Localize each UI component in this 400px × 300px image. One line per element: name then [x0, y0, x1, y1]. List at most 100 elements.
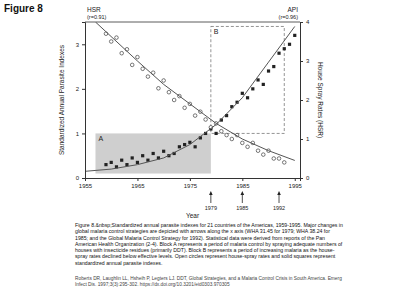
data-point: [251, 87, 254, 90]
tick: 3: [76, 42, 85, 48]
data-point: [282, 161, 286, 165]
tick-label: 4: [306, 19, 310, 25]
data-point: [261, 153, 265, 157]
data-point: [120, 51, 124, 55]
data-point: [220, 129, 224, 133]
y2-axis-title: House Spray Rates (HSR): [316, 62, 324, 138]
annotation: (r=0.91): [87, 14, 107, 20]
data-point: [172, 98, 176, 102]
tick-label: 3: [76, 42, 80, 48]
x-axis-title: Year: [186, 212, 200, 219]
data-point: [131, 156, 134, 159]
data-point: [277, 157, 281, 161]
fit-line: [95, 22, 294, 160]
event-label: 1992: [273, 205, 285, 211]
x-axis: 1955 1965 1975 1985 1995: [79, 178, 303, 189]
data-point: [214, 132, 217, 135]
data-point: [167, 90, 171, 94]
y2-axis: 0 1 2 3 4: [300, 19, 310, 181]
chart: AB19551965197519851995012301234YearStand…: [0, 0, 400, 220]
data-point: [120, 159, 123, 162]
tick-label: 1975: [184, 183, 198, 189]
data-point: [136, 161, 139, 164]
data-point: [162, 79, 166, 83]
data-point: [115, 36, 119, 40]
tick: 1955: [79, 178, 93, 189]
data-point: [146, 75, 150, 79]
data-point: [241, 141, 245, 145]
tick-label: 0: [306, 175, 310, 181]
data-point: [293, 34, 296, 37]
data-point: [256, 149, 260, 153]
data-point: [193, 114, 197, 118]
plot-frame: [85, 22, 300, 23]
data-point: [246, 145, 250, 149]
data-point: [178, 145, 181, 148]
tick: 2: [300, 97, 310, 103]
tick: 1: [76, 131, 85, 137]
region-label: B: [214, 28, 219, 35]
tick: 1995: [289, 178, 303, 189]
tick-mark: [82, 133, 85, 134]
data-point: [152, 152, 155, 155]
tick-label: 2: [306, 97, 310, 103]
event-arrowhead: [209, 191, 213, 195]
data-point: [157, 87, 161, 91]
data-point: [277, 52, 280, 55]
tick-mark: [82, 44, 85, 45]
data-point: [246, 96, 249, 99]
tick-label: 3: [306, 58, 310, 64]
data-point: [141, 67, 145, 71]
data-point: [230, 137, 234, 141]
tick-label: 1985: [236, 183, 250, 189]
tick: 1: [300, 136, 310, 142]
tick-label: 1965: [131, 183, 145, 189]
data-point: [256, 78, 259, 81]
data-point: [225, 133, 229, 137]
data-point: [141, 154, 144, 157]
data-point: [183, 143, 186, 146]
data-point: [241, 92, 244, 95]
region-label: A: [98, 135, 103, 142]
data-point: [110, 161, 113, 164]
tick-mark: [300, 178, 303, 179]
axis-line: [301, 23, 304, 179]
data-point: [104, 163, 107, 166]
tick: 2: [76, 86, 85, 92]
tick: 1985: [236, 178, 250, 189]
data-point: [183, 106, 187, 110]
tick-label: 1955: [79, 183, 93, 189]
tick-label: 1995: [289, 183, 303, 189]
caption: Figure 8.&nbsp;Standardized annual paras…: [75, 222, 343, 266]
event-label: 1985: [236, 205, 248, 211]
tick-label: 1: [306, 136, 310, 142]
region: [211, 26, 284, 133]
fit-line: [85, 26, 295, 171]
tick-mark: [137, 178, 138, 181]
data-point: [272, 65, 275, 68]
tick: 0: [300, 175, 310, 181]
tick-label: 2: [76, 86, 80, 92]
figure-title: Figure 8: [4, 3, 43, 14]
event-arrowhead: [277, 191, 281, 195]
data-point: [136, 55, 140, 59]
y-axis: 0 1 2 3: [76, 23, 86, 182]
tick: 0: [76, 175, 85, 181]
data-point: [267, 69, 270, 72]
tick-mark: [300, 22, 303, 23]
data-point: [162, 150, 165, 153]
annotation: (r=0.96): [279, 14, 299, 20]
y-axis-title: Standardized Annual Parasite Indexes: [58, 44, 65, 155]
data-point: [109, 40, 113, 44]
tick: 4: [300, 19, 310, 25]
data-point: [204, 118, 208, 122]
tick-label: 1: [76, 131, 80, 137]
axis-line: [86, 179, 301, 182]
series-label: API: [288, 6, 299, 13]
data-point: [283, 47, 286, 50]
tick-label: 0: [76, 175, 80, 181]
tick: 1975: [184, 178, 198, 189]
data-point: [262, 83, 265, 86]
event-label: 1979: [205, 205, 217, 211]
event-arrowhead: [241, 191, 245, 195]
